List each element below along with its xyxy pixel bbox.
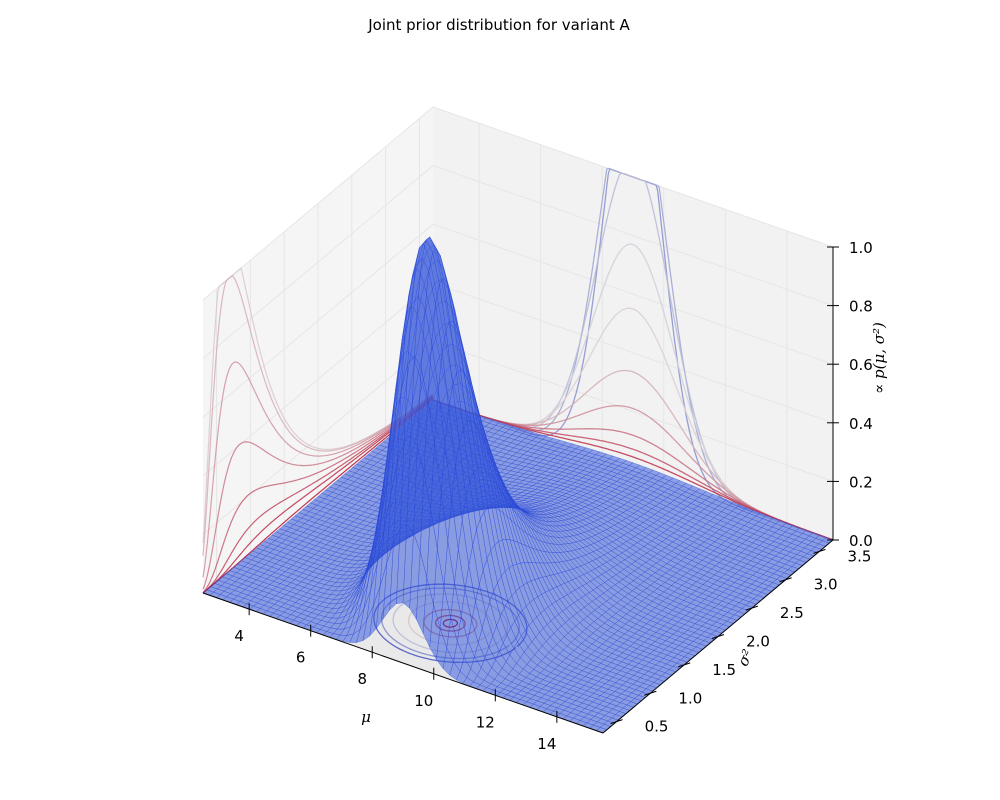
x-tick-label: 8: [357, 670, 367, 688]
y-tick-label: 2.5: [780, 604, 804, 622]
chart-title: Joint prior distribution for variant A: [367, 16, 630, 34]
y-tick-label: 1.0: [678, 689, 702, 707]
z-tick-label: 0.2: [849, 473, 873, 491]
y-tick: [678, 662, 691, 668]
y-tick-label: 0.5: [645, 718, 669, 736]
y-tick-label: 3.0: [814, 576, 838, 594]
z-tick-label: 0.4: [849, 415, 873, 433]
z-axis-label: ∝ p(μ, σ²): [870, 322, 888, 394]
z-tick-label: 1.0: [849, 239, 873, 257]
grid-line: [202, 106, 834, 301]
y-tick-label: 3.5: [848, 547, 872, 565]
z-tick-label: 0.0: [849, 532, 873, 550]
grid-line: [202, 223, 834, 418]
y-tick-label: 1.5: [712, 661, 736, 679]
sigma2-slice-curve: [432, 399, 834, 541]
y-tick: [779, 577, 792, 583]
x-tick-label: 4: [234, 627, 244, 645]
axes: 4 6 8 10 12 14 0.5 1.0 1.5 2.0 2.5 3.0 3.50.0 0.2 0.4 0…: [202, 239, 873, 753]
z-tick-label: 0.6: [849, 356, 873, 374]
x-tick-label: 6: [296, 649, 306, 667]
y-tick: [745, 605, 758, 611]
y-tick: [813, 548, 826, 554]
x-tick-label: 14: [537, 735, 556, 753]
x-tick-label: 12: [476, 713, 495, 731]
surface-mesh: [202, 236, 834, 734]
y-tick: [610, 719, 623, 725]
y-tick-label: 2.0: [746, 633, 770, 651]
y-tick: [644, 690, 657, 696]
x-axis-line: [202, 592, 604, 734]
x-tick-label: 10: [414, 692, 433, 710]
grid-line: [202, 165, 834, 359]
y-tick: [711, 634, 725, 639]
x-axis-label: μ: [361, 708, 371, 726]
z-tick-label: 0.8: [849, 298, 873, 316]
y-axis-label: σ²: [734, 647, 757, 670]
